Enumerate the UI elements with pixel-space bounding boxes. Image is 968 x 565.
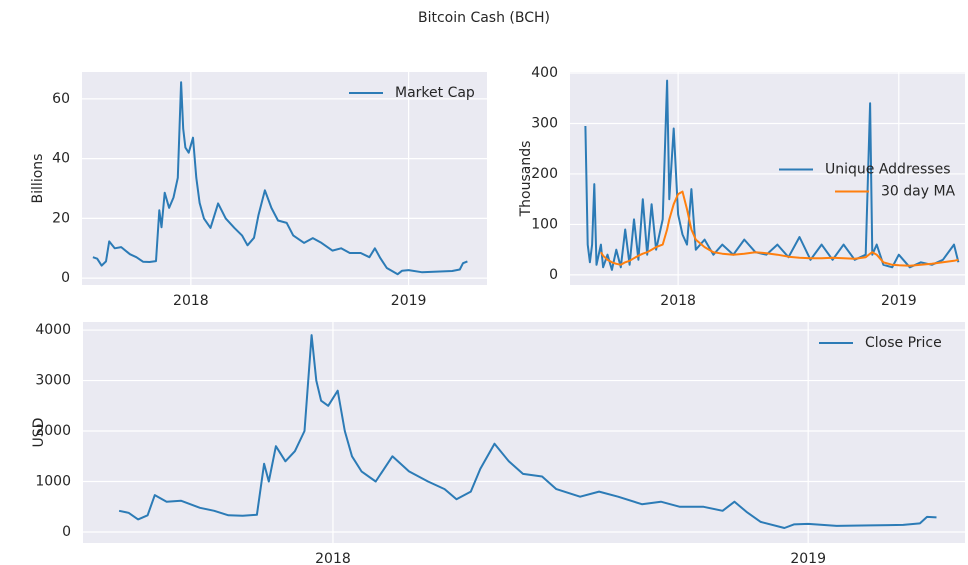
figure-title: Bitcoin Cash (BCH): [418, 10, 550, 26]
x-tick-label: 2019: [391, 293, 427, 309]
plot-area: [82, 72, 487, 285]
y-tick-label: 200: [531, 166, 558, 182]
y-axis-label: Thousands: [518, 141, 534, 218]
legend-label: Market Cap: [395, 85, 475, 101]
y-tick-label: 4000: [35, 322, 71, 338]
y-tick-label: 1000: [35, 474, 71, 490]
y-tick-label: 20: [52, 210, 70, 226]
y-tick-label: 3000: [35, 373, 71, 389]
y-tick-label: 0: [62, 524, 71, 540]
x-tick-label: 2018: [173, 293, 209, 309]
data-line: [600, 190, 959, 267]
y-tick-label: 60: [52, 91, 70, 107]
y-axis-label: Billions: [30, 154, 46, 204]
y-tick-label: 400: [531, 65, 558, 81]
x-tick-label: 2018: [660, 293, 696, 309]
legend-label: Unique Addresses: [825, 162, 951, 178]
data-line: [92, 81, 468, 276]
x-tick-label: 2019: [881, 293, 917, 309]
data-line: [118, 334, 937, 529]
plot-area: [83, 322, 965, 543]
y-tick-label: 100: [531, 216, 558, 232]
legend-label: 30 day MA: [881, 184, 956, 200]
y-tick-label: 2000: [35, 423, 71, 439]
x-tick-label: 2019: [790, 551, 826, 565]
y-axis-label: USD: [31, 418, 47, 448]
x-tick-label: 2018: [315, 551, 351, 565]
y-tick-label: 0: [61, 270, 70, 286]
y-tick-label: 300: [531, 115, 558, 131]
y-tick-label: 0: [549, 267, 558, 283]
legend-label: Close Price: [865, 335, 942, 351]
y-tick-label: 40: [52, 151, 70, 167]
